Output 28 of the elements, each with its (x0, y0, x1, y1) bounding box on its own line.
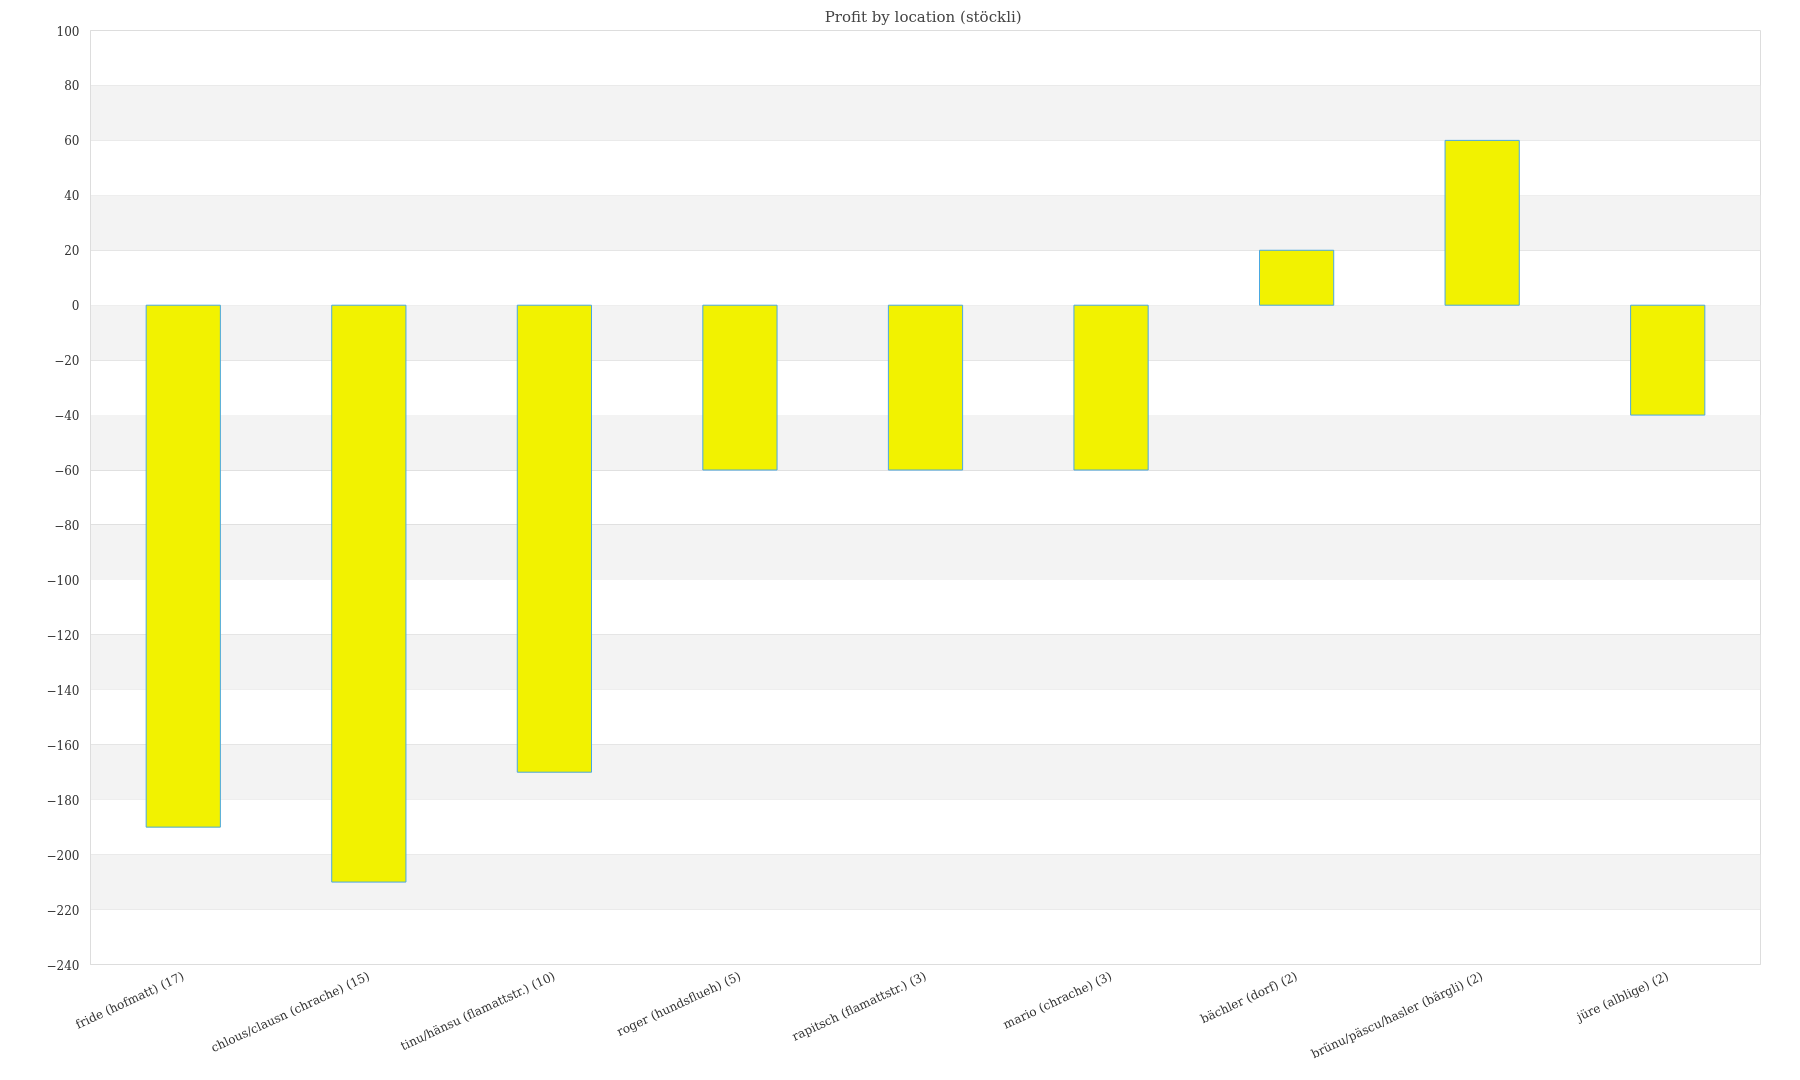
y-tick-label: 0 (71, 299, 80, 314)
y-tick-label: −60 (54, 464, 80, 479)
y-tick-label: −120 (46, 628, 80, 643)
y-tick-label: −160 (46, 738, 80, 753)
y-tick-label: 80 (64, 79, 80, 94)
y-tick-label: −240 (46, 958, 80, 973)
bar (1259, 249, 1335, 306)
y-tick-label: −180 (46, 793, 80, 808)
y-tick-label: −140 (46, 683, 80, 698)
chart-title: Profit by location (stöckli) (824, 7, 1022, 26)
bar (887, 304, 964, 471)
y-tick-label: −40 (54, 409, 80, 424)
bar (145, 304, 221, 828)
y-tick-label: −220 (46, 903, 80, 918)
y-tick-label: −200 (46, 848, 80, 863)
bar (1073, 304, 1149, 471)
y-tick-label: 60 (64, 134, 80, 149)
bar (516, 304, 592, 773)
bar (331, 304, 407, 883)
bar (1444, 139, 1520, 306)
y-tick-label: −80 (54, 518, 80, 533)
y-tick-label: −20 (54, 354, 80, 369)
y-tick-label: 100 (56, 24, 80, 39)
y-tick-label: 20 (64, 244, 80, 259)
bar (1630, 304, 1706, 416)
y-tick-label: 40 (64, 189, 80, 204)
y-tick-label: −100 (46, 573, 80, 588)
bar (702, 304, 778, 471)
